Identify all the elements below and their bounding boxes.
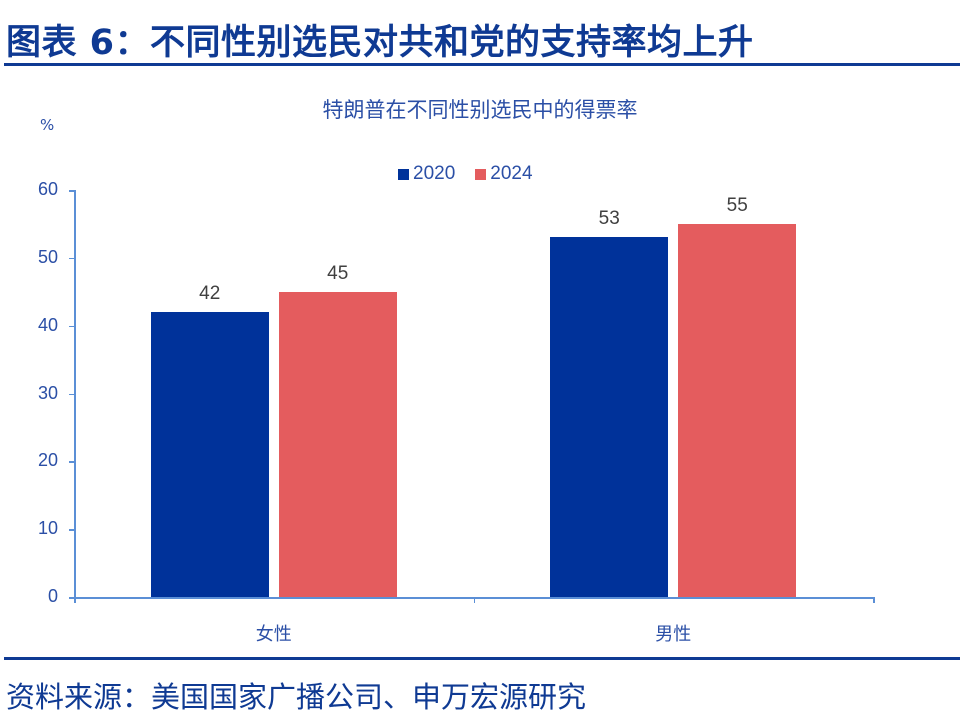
- x-tick: [473, 597, 475, 603]
- y-tick: [69, 325, 75, 328]
- bar-2020-0: [150, 312, 269, 597]
- bar-value-label: 42: [199, 283, 221, 305]
- y-tick-label: 50: [37, 246, 58, 267]
- y-tick-label: 30: [37, 382, 58, 403]
- y-tick: [69, 461, 75, 463]
- y-tick: [69, 190, 75, 192]
- bar-value-label: 45: [327, 262, 349, 284]
- legend-label-2024: 2024: [490, 163, 533, 184]
- legend-item-2024: 2024: [475, 163, 533, 185]
- legend-item-2020: 2020: [398, 163, 455, 185]
- y-tick: [69, 393, 75, 395]
- bar-value-label: 53: [598, 208, 620, 230]
- y-tick-label: 20: [37, 450, 58, 471]
- plot-area: 0 10 20 30 40 50 60 42 45 女性 53 55 男性: [37, 179, 875, 645]
- y-tick-label: 10: [37, 518, 58, 539]
- category-label: 女性: [255, 624, 292, 645]
- chart-title: 特朗普在不同性别选民中的得票率: [322, 98, 638, 122]
- footer-rule: [4, 657, 960, 660]
- category-label: 男性: [655, 624, 692, 645]
- bar-2024-0: [278, 291, 397, 597]
- legend-swatch-2020: [398, 168, 409, 180]
- figure-title: 图表 6：不同性别选民对共和党的支持率均上升: [6, 23, 754, 63]
- y-tick: [69, 597, 75, 599]
- x-tick: [873, 597, 875, 603]
- y-tick: [69, 257, 75, 260]
- bar-2020-1: [550, 237, 669, 597]
- legend-swatch-2024: [475, 168, 487, 180]
- legend: 2020 2024: [398, 163, 533, 185]
- y-tick-label: 40: [37, 314, 58, 335]
- source-note: 资料来源：美国国家广播公司、申万宏源研究: [6, 680, 587, 714]
- y-tick: [69, 529, 75, 531]
- y-tick-label: 0: [47, 586, 58, 606]
- title-rule: [4, 63, 960, 66]
- legend-label-2020: 2020: [413, 163, 456, 184]
- y-axis-unit: %: [40, 116, 55, 134]
- x-tick: [74, 597, 76, 603]
- y-tick-label: 60: [37, 179, 58, 199]
- bar-value-label: 55: [726, 194, 748, 216]
- bar-2024-1: [678, 223, 797, 597]
